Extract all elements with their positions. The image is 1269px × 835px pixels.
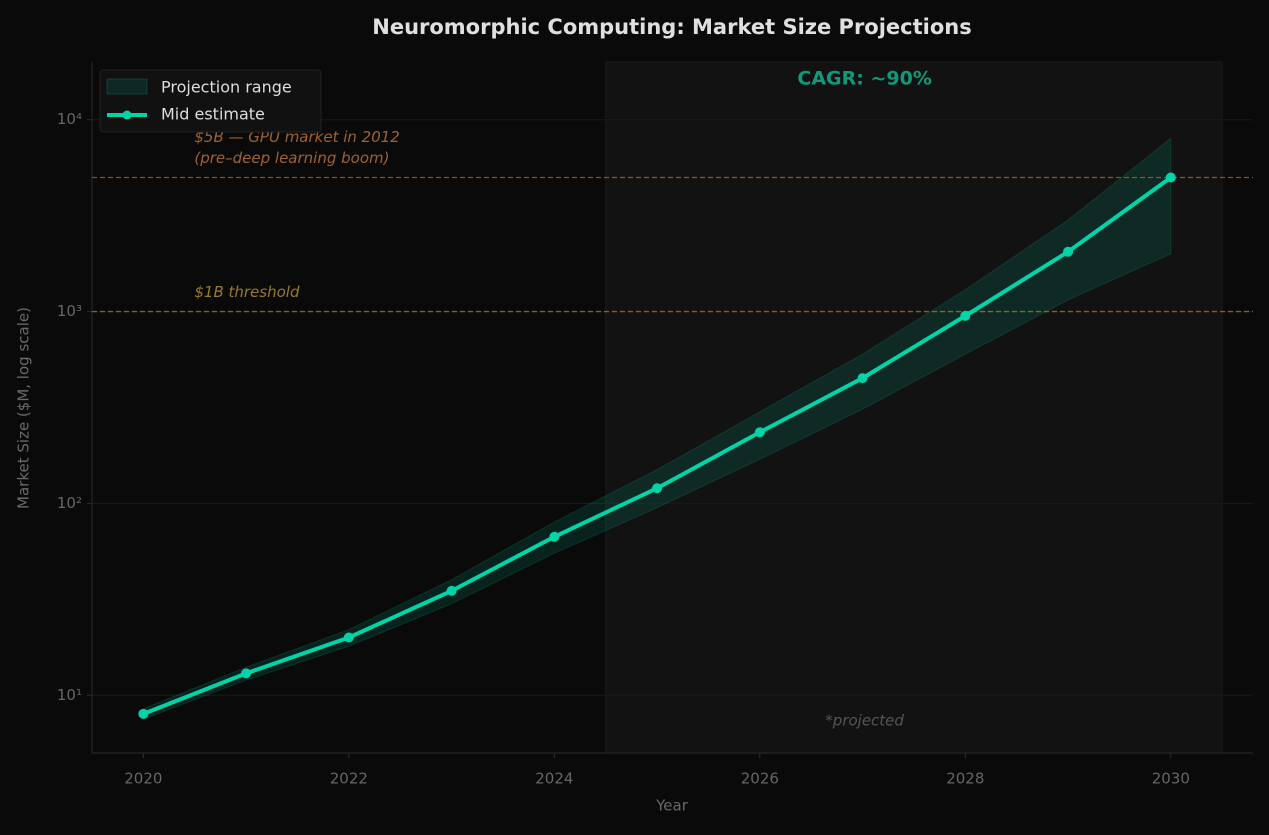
data-point [343,632,354,643]
x-tick-label: 2020 [124,770,162,788]
legend-box [99,69,322,133]
x-axis-label: Year [655,797,689,815]
x-tick-label: 2022 [330,770,368,788]
x-tick-label: 2026 [741,770,779,788]
x-tick-label: 2028 [946,770,984,788]
legend-label: Mid estimate [161,105,265,124]
reference-label: (pre–deep learning boom) [194,149,389,167]
data-point [1165,172,1176,183]
cagr-annotation: CAGR: ~90% [797,68,931,90]
chart-title: Neuromorphic Computing: Market Size Proj… [372,15,971,39]
data-point [754,427,765,438]
legend-swatch [106,78,148,95]
x-tick-label: 2024 [535,770,573,788]
y-axis-label: Market Size ($M, log scale) [15,307,33,509]
projection-band [142,137,1172,720]
x-tick-label: 2030 [1152,770,1190,788]
data-point [241,668,252,679]
projected-label: *projected [825,712,904,730]
data-point [549,531,560,542]
data-point [1063,246,1074,257]
data-point [857,373,868,384]
reference-label: $1B threshold [194,283,300,301]
data-point [960,310,971,321]
legend: Projection range Mid estimate [99,69,322,133]
legend-label: Projection range [161,78,292,97]
data-point [446,585,457,596]
y-tick-label: 10⁴ [57,110,82,128]
data-point [138,708,149,719]
y-tick-label: 10¹ [57,686,82,704]
data-point [652,483,663,494]
y-tick-label: 10³ [57,302,82,320]
legend-marker [122,110,132,120]
y-tick-label: 10² [57,494,82,512]
projected-region [605,61,1223,754]
